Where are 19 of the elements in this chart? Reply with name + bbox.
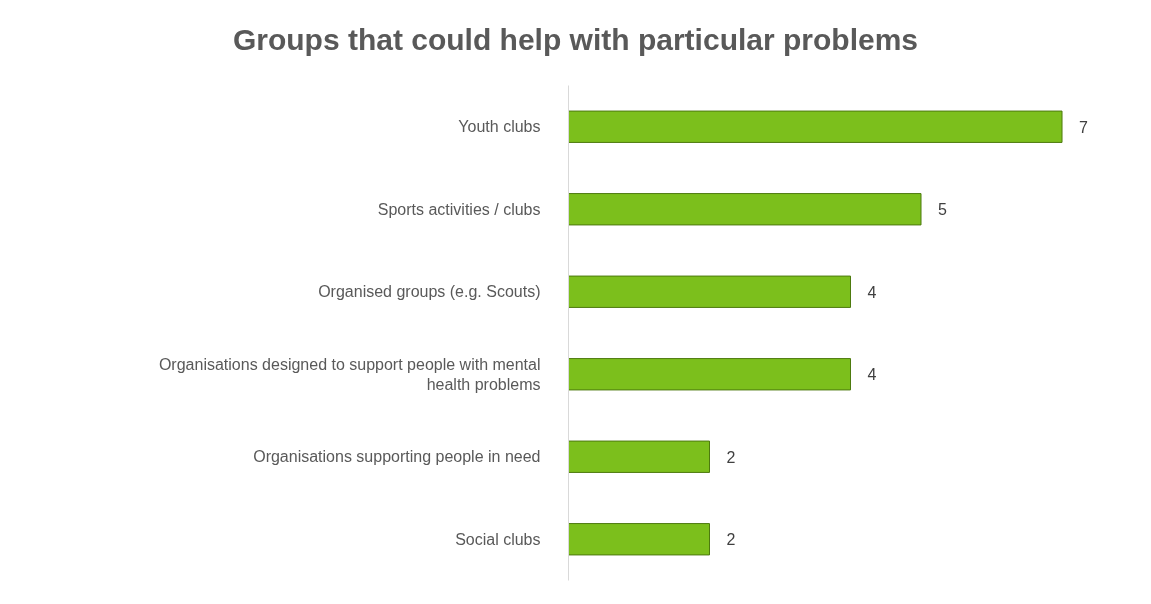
bar (568, 358, 852, 391)
y-tick-label: Organisations supporting people in need (253, 448, 541, 466)
bar (568, 110, 1063, 143)
y-tick-label: Sports activities / clubs (377, 200, 541, 218)
bar (568, 193, 922, 226)
data-label: 2 (726, 531, 736, 549)
y-tick-label: Social clubs (455, 530, 541, 548)
chart-title: Groups that could help with particular problems (232, 22, 919, 58)
bar (568, 523, 711, 556)
data-label: 4 (867, 283, 877, 301)
y-tick-label: Youth clubs (458, 118, 541, 136)
bar (568, 440, 711, 473)
data-label: 5 (938, 201, 948, 219)
bar (568, 275, 852, 308)
data-label: 2 (726, 448, 736, 466)
y-tick-label: Organisations designed to support people with mental health problems (158, 355, 541, 393)
data-label: 4 (867, 366, 877, 384)
y-tick-label: Organised groups (e.g. Scouts) (318, 283, 541, 301)
data-label: 7 (1079, 118, 1089, 136)
